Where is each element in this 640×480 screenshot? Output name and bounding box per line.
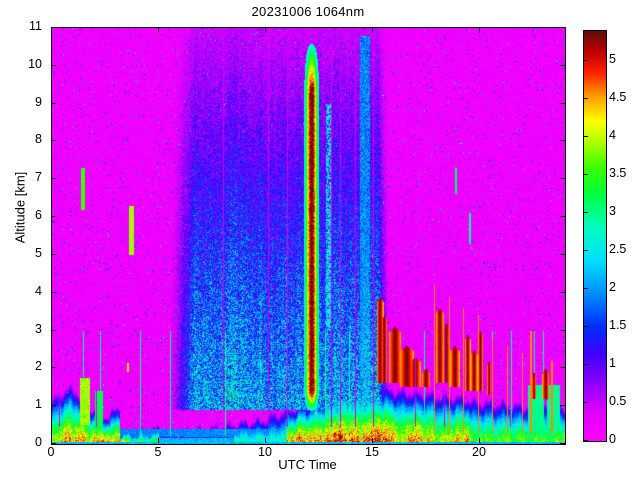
colorbar-tick-mark — [583, 288, 588, 289]
y-tick-label: 1 — [35, 397, 42, 411]
y-tick-mark — [560, 292, 565, 293]
colorbar-tick-label: 2.5 — [609, 242, 627, 256]
y-tick-mark — [560, 27, 565, 28]
colorbar-tick-mark — [583, 60, 588, 61]
y-tick-mark — [560, 254, 565, 255]
colorbar-tick-label: 2 — [609, 280, 616, 294]
y-tick-label: 5 — [35, 246, 42, 260]
x-tick-mark-top — [372, 28, 373, 33]
colorbar-gradient — [584, 31, 606, 441]
x-tick-mark — [372, 438, 373, 443]
y-tick-label: 8 — [35, 132, 42, 146]
y-tick-mark — [560, 140, 565, 141]
y-tick-label: 7 — [35, 170, 42, 184]
y-tick-label: 6 — [35, 208, 42, 222]
y-tick-label: 9 — [35, 95, 42, 109]
x-tick-label: 15 — [365, 445, 379, 459]
y-tick-mark — [51, 292, 56, 293]
x-tick-label: 0 — [47, 445, 55, 459]
plot-area[interactable] — [51, 27, 566, 445]
colorbar-tick-mark — [583, 440, 588, 441]
colorbar-tick-mark — [583, 402, 588, 403]
y-tick-mark — [51, 367, 56, 368]
y-tick-label: 0 — [35, 435, 42, 449]
y-tick-mark — [51, 65, 56, 66]
y-tick-label: 2 — [35, 359, 42, 373]
y-tick-label: 10 — [28, 57, 42, 71]
colorbar-tick-label: 5 — [609, 52, 616, 66]
y-tick-mark — [560, 103, 565, 104]
colorbar-tick-label: 0.5 — [609, 394, 627, 408]
y-tick-mark — [560, 65, 565, 66]
y-tick-mark — [51, 103, 56, 104]
y-tick-mark — [51, 405, 56, 406]
colorbar-tick-label: 4 — [609, 128, 616, 142]
x-tick-label: 10 — [258, 445, 272, 459]
y-tick-mark — [560, 443, 565, 444]
x-tick-mark — [479, 438, 480, 443]
y-tick-mark — [51, 443, 56, 444]
colorbar-tick-mark — [583, 364, 588, 365]
colorbar[interactable] — [583, 30, 607, 442]
x-tick-mark-top — [51, 28, 52, 33]
y-tick-mark — [560, 405, 565, 406]
page-title: 20231006 1064nm — [251, 4, 365, 19]
y-tick-label: 4 — [35, 284, 42, 298]
x-tick-mark — [51, 438, 52, 443]
y-tick-mark — [51, 178, 56, 179]
backscatter-heatmap[interactable] — [52, 28, 565, 444]
colorbar-tick-label: 3 — [609, 204, 616, 218]
y-tick-mark — [560, 367, 565, 368]
x-axis-label: UTC Time — [278, 457, 337, 472]
x-tick-mark — [158, 438, 159, 443]
colorbar-tick-mark — [583, 136, 588, 137]
x-tick-mark-top — [479, 28, 480, 33]
y-tick-mark — [51, 140, 56, 141]
colorbar-tick-label: 3.5 — [609, 166, 627, 180]
y-tick-mark — [560, 330, 565, 331]
x-tick-mark — [265, 438, 266, 443]
colorbar-tick-mark — [583, 174, 588, 175]
x-tick-label: 20 — [472, 445, 486, 459]
colorbar-tick-mark — [583, 212, 588, 213]
x-tick-mark-top — [265, 28, 266, 33]
colorbar-tick-mark — [583, 326, 588, 327]
colorbar-tick-mark — [583, 98, 588, 99]
colorbar-tick-label: 4.5 — [609, 90, 627, 104]
y-tick-mark — [51, 330, 56, 331]
y-tick-mark — [51, 254, 56, 255]
y-tick-label: 11 — [29, 19, 42, 33]
y-tick-mark — [560, 178, 565, 179]
colorbar-tick-label: 1 — [609, 356, 616, 370]
y-tick-mark — [560, 216, 565, 217]
y-tick-mark — [51, 216, 56, 217]
x-tick-mark-top — [158, 28, 159, 33]
y-tick-label: 3 — [35, 322, 42, 336]
colorbar-tick-label: 1.5 — [609, 318, 627, 332]
colorbar-tick-mark — [583, 250, 588, 251]
y-axis-label: Altitude [km] — [12, 171, 28, 244]
y-tick-mark — [51, 27, 56, 28]
colorbar-tick-label: 0 — [609, 432, 616, 446]
x-tick-label: 5 — [154, 445, 162, 459]
